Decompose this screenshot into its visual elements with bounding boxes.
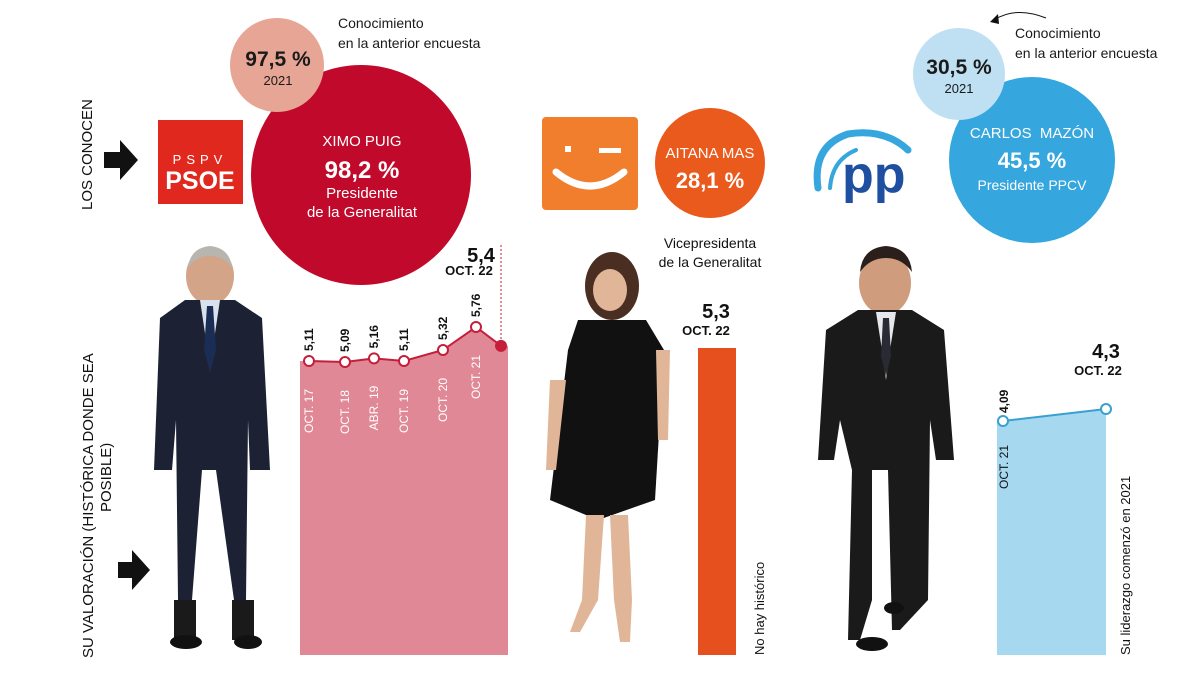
rating-chart-puig: 5,11 OCT. 17 5,09 OCT. 18 5,16 ABR. 19 5,11 OCT… xyxy=(302,293,508,655)
row-label-rating-2: POSIBLE) xyxy=(98,443,115,512)
latest-date-mazon: OCT. 22 xyxy=(1074,363,1122,378)
rating-point-puig xyxy=(303,355,315,367)
latest-value-mas: 5,3 xyxy=(702,301,730,323)
rating-category-label: OCT. 18 xyxy=(338,390,352,434)
rating-value-label: 5,76 xyxy=(469,293,483,317)
rating-point-puig xyxy=(437,344,449,357)
known-value-mazon: 45,5 % xyxy=(998,148,1067,173)
rating-point-puig xyxy=(368,352,380,365)
role-mazon-1: Presidente PPCV xyxy=(978,177,1088,193)
latest-value-mazon: 4,3 xyxy=(1092,341,1120,363)
previous-year-puig: 2021 xyxy=(264,73,293,88)
rating-category-label: ABR. 19 xyxy=(367,385,381,430)
pp-logo-text: pp xyxy=(842,146,906,204)
known-value-puig: 98,2 % xyxy=(325,157,400,184)
rating-category-label: OCT. 21 xyxy=(469,355,483,399)
role-puig-2: de la Generalitat xyxy=(307,204,418,221)
leadership-note-mazon: Su liderazgo comenzó en 2021 xyxy=(1118,476,1133,655)
psoe-logo-pspv: PSPV xyxy=(173,152,228,167)
rating-value-label: 5,11 xyxy=(397,328,411,351)
compromis-logo xyxy=(542,117,638,210)
no-history-note-mas: No hay histórico xyxy=(752,562,767,655)
rating-category-label: OCT. 17 xyxy=(302,389,316,433)
latest-date-mas: OCT. 22 xyxy=(682,323,730,338)
rating-value-label: 5,16 xyxy=(367,325,381,349)
photo-aitana-mas xyxy=(546,252,670,642)
arrow-right-icon xyxy=(118,550,150,590)
curved-arrow-icon xyxy=(993,12,1047,21)
curved-arrow-head-icon xyxy=(990,14,999,24)
previous-note-mazon-2: en la anterior encuesta xyxy=(1015,45,1158,61)
psoe-logo: PSPV PSOE xyxy=(158,120,243,204)
rating-area-mazon xyxy=(997,409,1106,655)
psoe-logo-psoe: PSOE xyxy=(165,167,234,195)
candidate-name-mazon: CARLOS MAZÓN xyxy=(970,125,1094,142)
latest-value-puig: 5,4 xyxy=(467,245,496,267)
rating-value-label: 4,09 xyxy=(997,389,1011,413)
rating-category-label: OCT. 21 xyxy=(997,445,1011,489)
rating-point-puig xyxy=(339,356,351,369)
role-puig-1: Presidente xyxy=(326,185,398,202)
rating-point-mazon xyxy=(997,415,1009,427)
rating-value-label: 5,32 xyxy=(436,316,450,340)
previous-circle-mazon xyxy=(913,28,1005,120)
role-mas-2: de la Generalitat xyxy=(659,254,762,270)
previous-note-puig-2: en la anterior encuesta xyxy=(338,35,481,51)
rating-value-label: 5,09 xyxy=(338,328,352,352)
previous-year-mazon: 2021 xyxy=(945,81,974,96)
candidate-name-puig: XIMO PUIG xyxy=(322,133,401,150)
photo-carlos-mazon xyxy=(818,246,954,651)
previous-value-mazon: 30,5 % xyxy=(926,56,992,79)
latest-date-puig: OCT. 22 xyxy=(445,263,493,278)
pp-logo: pp xyxy=(813,129,912,204)
rating-bar-mas xyxy=(698,348,736,655)
candidate-name-mas: AITANA MAS xyxy=(666,145,755,162)
known-circle-mas xyxy=(655,108,765,218)
rating-point-puig xyxy=(470,321,482,334)
photo-ximo-puig xyxy=(154,246,270,649)
arrow-right-icon xyxy=(104,140,138,180)
rating-point-mazon xyxy=(1100,403,1112,416)
row-label-rating-1: SU VALORACIÓN (HISTÓRICA DONDE SEA xyxy=(80,353,97,658)
previous-note-puig-1: Conocimiento xyxy=(338,15,424,31)
previous-circle-puig xyxy=(230,18,324,112)
rating-category-label: OCT. 19 xyxy=(397,389,411,433)
rating-point-puig xyxy=(398,355,410,367)
rating-chart-mazon: 4,09 OCT. 21 xyxy=(997,389,1112,655)
role-mas-1: Vicepresidenta xyxy=(664,235,757,251)
previous-value-puig: 97,5 % xyxy=(245,48,311,71)
known-value-mas: 28,1 % xyxy=(676,168,745,193)
known-circle-puig xyxy=(251,65,471,285)
row-label-known: LOS CONOCEN xyxy=(79,99,96,210)
rating-chart-mas xyxy=(698,348,736,655)
known-circle-mazon xyxy=(949,77,1115,243)
rating-area-puig xyxy=(309,327,508,655)
previous-note-mazon-1: Conocimiento xyxy=(1015,25,1101,41)
rating-line-mazon xyxy=(1002,408,1107,422)
rating-value-label: 5,11 xyxy=(302,328,316,351)
rating-category-label: OCT. 20 xyxy=(436,378,450,422)
